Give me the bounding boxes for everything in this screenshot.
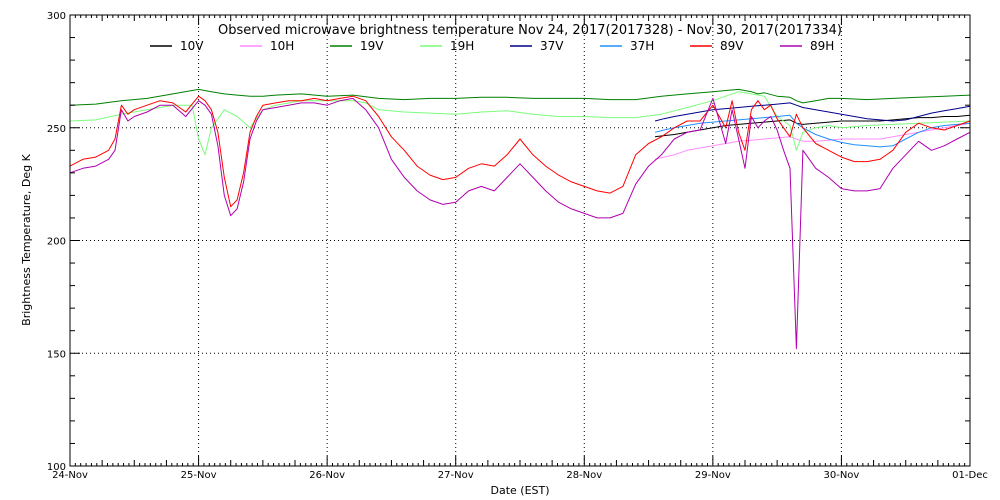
- y-tick-label: 300: [47, 11, 66, 22]
- x-tick-label: 26-Nov: [309, 470, 345, 481]
- legend-label-37h: 37H: [630, 39, 654, 53]
- x-tick-label: 30-Nov: [823, 470, 859, 481]
- y-axis-label: Brightness Temperature, Deg K: [20, 153, 33, 325]
- y-tick-label: 150: [47, 349, 66, 360]
- legend-label-10h: 10H: [270, 39, 294, 53]
- series-line-19h: [69, 91, 971, 156]
- legend-label-89v: 89V: [720, 39, 744, 53]
- x-tick-label: 24-Nov: [52, 470, 88, 481]
- series-line-89h: [69, 97, 971, 350]
- series-line-19v: [69, 88, 971, 106]
- y-tick-label: 250: [47, 124, 66, 135]
- y-tick-label: 100: [47, 462, 66, 473]
- series-line-37v: [654, 102, 971, 122]
- legend-label-89h: 89H: [810, 39, 834, 53]
- axis-tick-labels: 24-Nov 25-Nov 26-Nov 27-Nov 28-Nov 29-Nov 30-N…: [47, 11, 988, 481]
- x-tick-label: 27-Nov: [438, 470, 474, 481]
- legend-label-10v: 10V: [180, 39, 204, 53]
- x-tick-label: 01-Dec: [952, 470, 988, 481]
- x-axis-label: Date (EST): [490, 484, 549, 497]
- x-tick-label: 29-Nov: [695, 470, 731, 481]
- y-tick-label: 200: [47, 237, 66, 248]
- series-lines: [69, 88, 971, 350]
- x-tick-label: 25-Nov: [181, 470, 217, 481]
- chart-title: Observed microwave brightness temperatur…: [218, 23, 842, 38]
- legend: 10V 10H 19V 19H 37V 37H 89V 89H: [150, 39, 834, 53]
- series-line-89v: [69, 95, 971, 208]
- legend-label-19v: 19V: [360, 39, 384, 53]
- axis-ticks: [69, 14, 971, 467]
- x-tick-label: 28-Nov: [566, 470, 602, 481]
- series-line-10h: [654, 122, 971, 160]
- legend-label-37v: 37V: [540, 39, 564, 53]
- legend-label-19h: 19H: [450, 39, 474, 53]
